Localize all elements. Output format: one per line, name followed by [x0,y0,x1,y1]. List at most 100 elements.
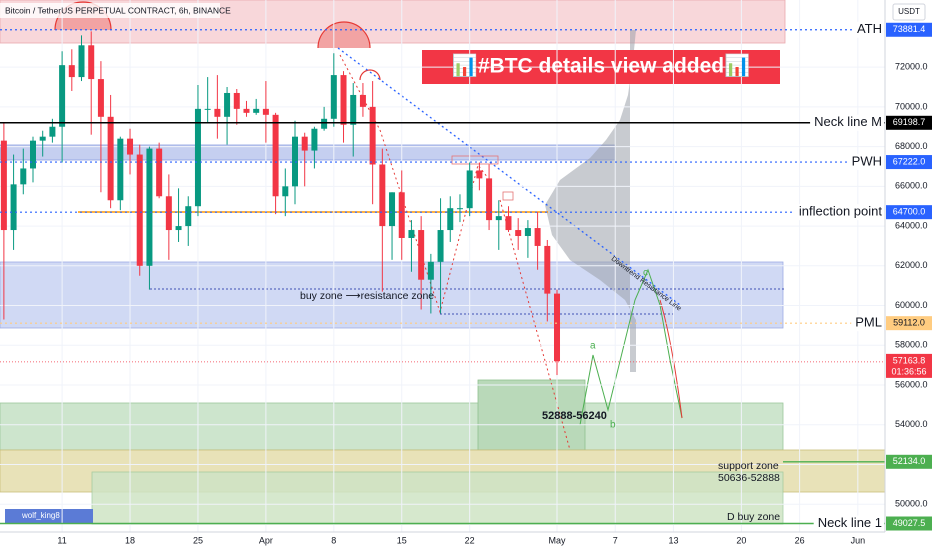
support-price-label: 52134.0 [893,456,926,466]
box-range: 52888-56240 [542,410,607,422]
x-tick-label: 20 [736,535,746,545]
level-name: Neck line 1 [818,515,882,530]
candle-body [427,261,434,280]
level-name: PML [855,315,882,330]
support-price-box [886,454,932,469]
x-tick-label: Jun [851,535,866,545]
green-zone [0,402,784,451]
level-name-bg [847,154,884,171]
candles [0,31,561,376]
candle-body [476,170,483,179]
level-price-label: 69198.7 [893,117,926,127]
candle-body [68,65,75,78]
level-price-box [886,155,932,170]
candle-body [544,245,551,294]
candle-body [321,118,328,129]
chart-title: Bitcoin / TetherUS PERPETUAL CONTRACT, 6… [5,5,231,15]
banner: 📊#BTC details view added📊 [452,53,751,78]
candle-body [495,216,502,221]
candle-body [29,140,36,169]
y-tick-label: 66000.0 [895,181,928,191]
level-name-bg [810,114,884,131]
candle-body [204,108,211,110]
x-tick-label: 8 [331,535,336,545]
countdown: 01:36:56 [891,366,926,376]
x-tick-label: 13 [668,535,678,545]
candle-body [117,138,124,201]
candle-body [524,228,531,237]
d-buy-label: D buy zone [727,511,780,523]
candle-body [301,136,308,151]
level-price-box [886,205,932,220]
target-box [477,379,586,451]
projection [339,54,489,314]
y-tick-label: 60000.0 [895,300,928,310]
y-tick-label: 50000.0 [895,499,928,509]
title-bg [0,3,220,18]
candle-body [379,164,386,227]
candle-body [97,79,104,117]
y-tick-label: 70000.0 [895,101,928,111]
candle-body [136,154,143,266]
candle-body [156,148,163,197]
levels: ATH Neck line M PWH inflection point PML Neck… [0,21,885,532]
d-buy-zone [91,471,784,525]
last-price-label: 57163.8 [893,355,926,365]
candle-body [437,230,444,262]
level-name: ATH [857,21,882,36]
candle-body [253,108,260,113]
y-tick-label: 72000.0 [895,62,928,72]
volume-profile [545,30,636,372]
wave-label: a [590,341,596,352]
candle-body [78,45,85,78]
y-tick-label: 68000.0 [895,141,928,151]
author-badge [5,509,93,524]
candle-body [146,148,153,266]
wave-path [579,268,683,426]
axes: 50000.052000.054000.056000.058000.060000… [57,22,932,545]
candle-body [185,206,192,227]
support-name: support zone [718,460,779,472]
candle-body [311,128,318,151]
candle-body [214,108,221,117]
candle-body [233,92,240,109]
candle-body [340,75,347,125]
wave-label: c [643,268,648,279]
y-tick-label: 56000.0 [895,379,928,389]
level-price-label: 64700.0 [893,207,926,217]
x-tick-label: 25 [193,535,203,545]
x-tick-label: 11 [57,535,66,545]
candle-body [262,108,269,115]
level-name: Neck line M [814,114,882,129]
level-price-box [886,22,932,37]
candle-body [515,230,522,237]
level-name-bg [794,204,884,221]
x-tick-label: May [548,535,566,545]
candle-body [282,186,289,197]
candle-body [330,75,337,119]
currency-box [892,3,926,21]
y-tick-label: 64000.0 [895,220,928,230]
y-tick-label: 62000.0 [895,260,928,270]
candle-body [398,192,405,238]
candle-body [408,230,415,238]
level-name-bg [813,515,884,532]
level-price-label: 67222.0 [893,156,926,166]
marker-box [451,155,499,165]
zone-note: buy zone ⟶resistance zone [300,290,434,302]
candle-body [20,168,27,185]
candle-body [194,108,201,207]
candle-body [0,140,7,231]
candle-body [359,94,366,107]
candle-body [224,92,231,117]
level-price-label: 49027.5 [893,518,926,528]
candle-body [486,178,493,221]
candle-body [59,65,66,127]
level-price-box [886,115,932,130]
candle-body [39,136,46,141]
level-name: inflection point [799,204,882,219]
candle-body [175,226,182,231]
projection [499,199,571,451]
candle-body [505,216,512,231]
